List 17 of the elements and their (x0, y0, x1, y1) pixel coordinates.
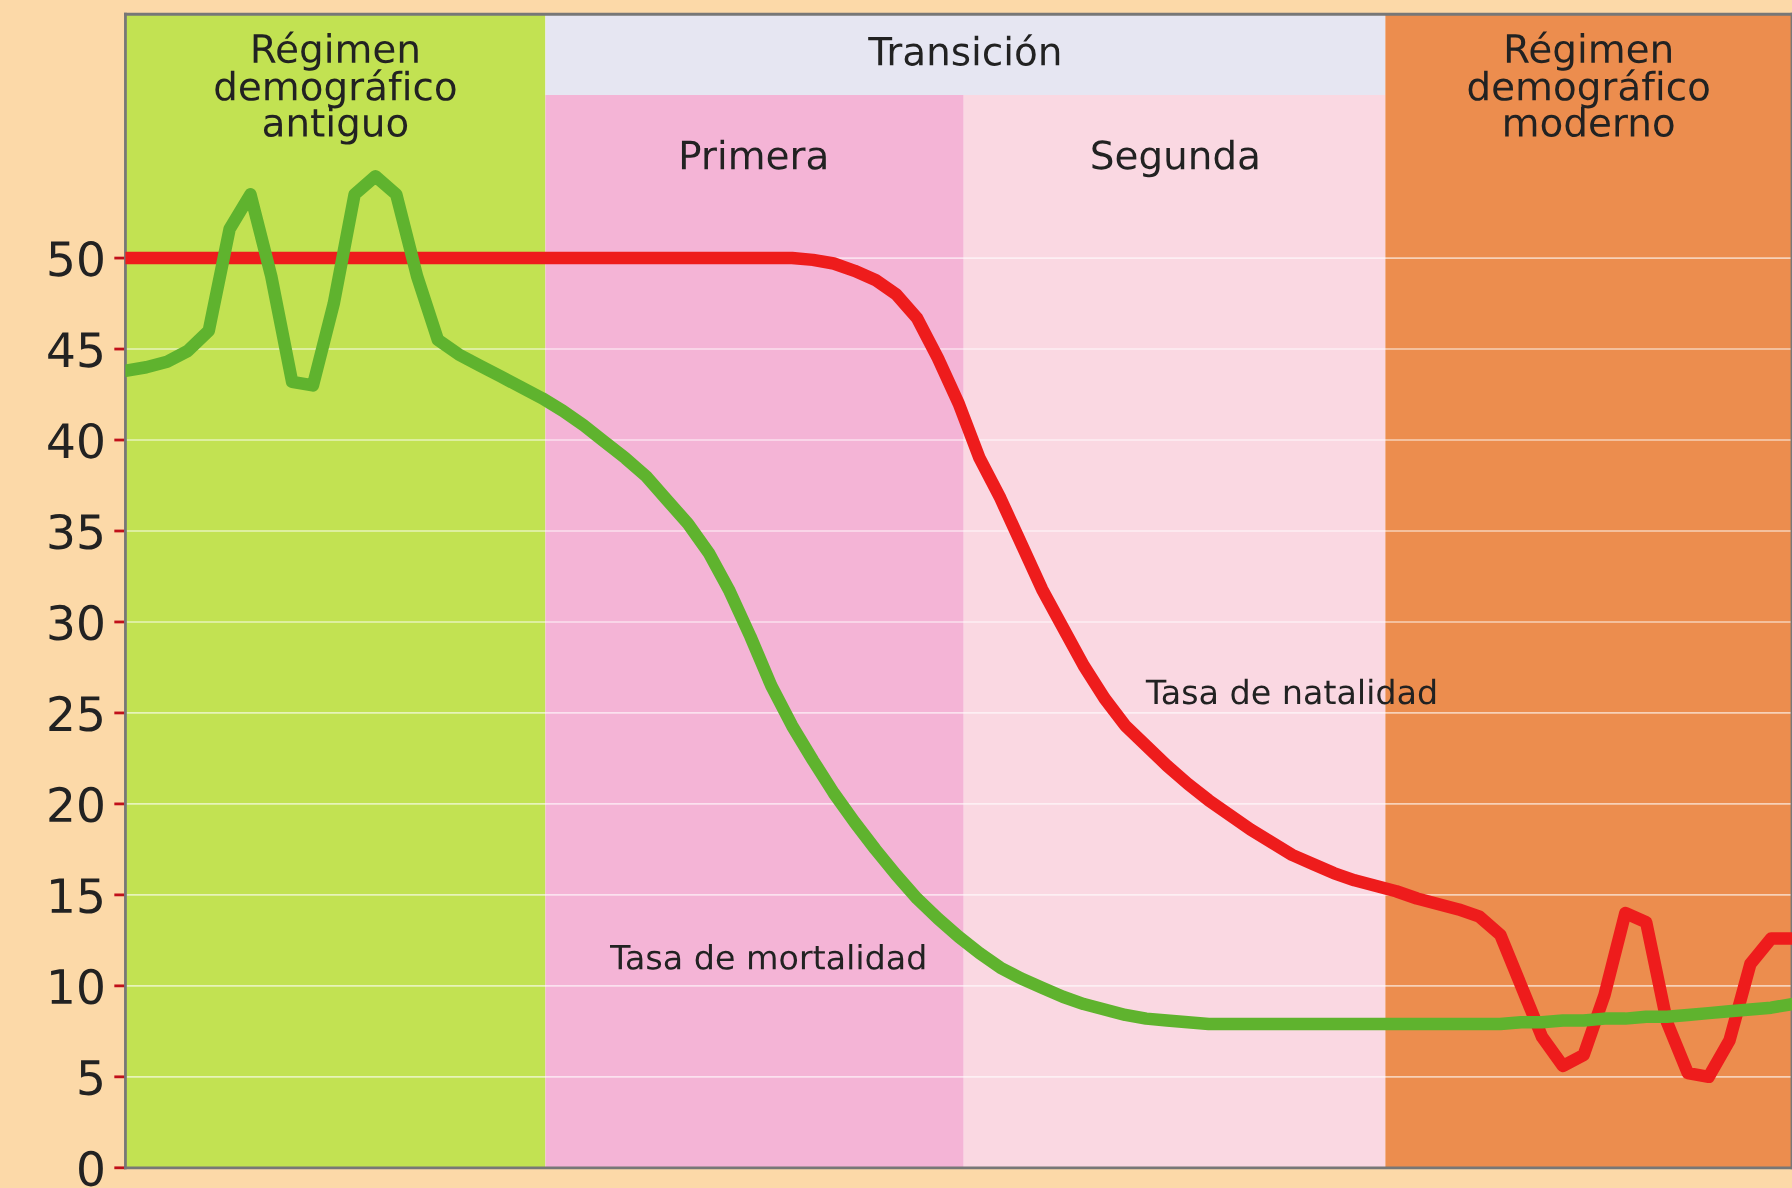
annotation: Tasa de mortalidad (610, 944, 925, 970)
y-tick-label: 35 (49, 513, 102, 550)
annotation: Segunda (1092, 139, 1258, 178)
y-tick-label: 40 (48, 422, 103, 459)
y-tick-label: 45 (48, 332, 102, 368)
annotation: Transición (868, 34, 1060, 66)
y-tick-label: 5 (79, 1060, 102, 1096)
y-tick-label: 15 (51, 878, 102, 914)
y-tick-label: 50 (49, 240, 103, 277)
annotation: Régimen demográfico antiguo (215, 31, 456, 145)
y-tick-label: 25 (49, 695, 102, 732)
annotation: Régimen demográfico moderno (1468, 31, 1709, 138)
y-tick-label: 20 (49, 786, 103, 823)
y-tick-label: 30 (49, 604, 103, 641)
y-tick-label: 10 (51, 968, 103, 1005)
annotation: Primera (681, 139, 826, 170)
y-tick-label: 0 (79, 1150, 103, 1187)
